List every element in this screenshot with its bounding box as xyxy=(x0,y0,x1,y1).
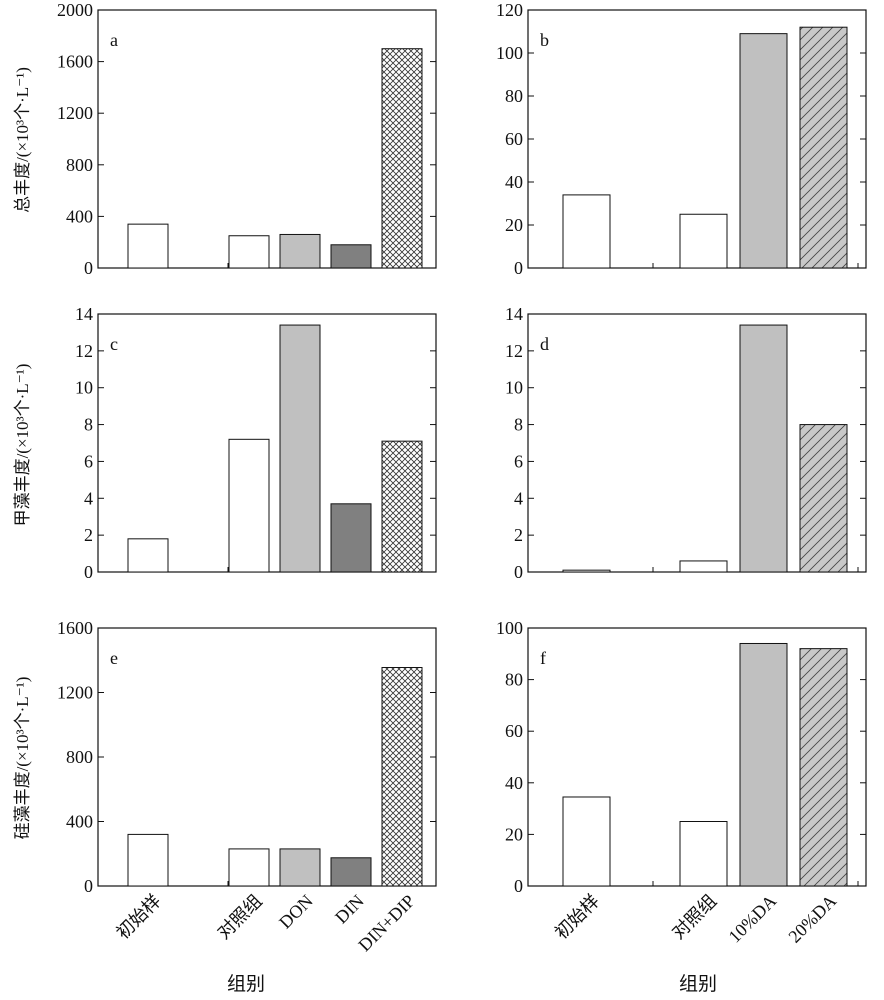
y-tick-label-c: 10 xyxy=(75,378,93,398)
x-tick-label-e: DIN xyxy=(331,891,368,928)
bar-d-1 xyxy=(679,560,728,573)
bar-d-2 xyxy=(739,324,788,573)
bar-e-4 xyxy=(381,667,423,887)
panel-label-a: a xyxy=(110,30,118,50)
y-tick-label-a: 2000 xyxy=(57,0,93,20)
x-tick-label-e: 对照组 xyxy=(214,891,266,943)
bar-e-2 xyxy=(279,848,321,887)
y-tick-label-b: 0 xyxy=(514,258,523,278)
y-tick-label-c: 2 xyxy=(84,525,93,545)
y-tick-label-d: 4 xyxy=(514,488,523,508)
x-tick-label-e: 初始样 xyxy=(113,891,165,943)
bar-a-4 xyxy=(381,48,423,269)
y-tick-label-f: 40 xyxy=(505,773,523,793)
bar-d-0 xyxy=(562,569,611,573)
y-tick-label-d: 12 xyxy=(505,341,523,361)
y-tick-label-b: 120 xyxy=(496,0,523,20)
y-tick-label-c: 14 xyxy=(75,304,93,324)
y-tick-label-d: 0 xyxy=(514,562,523,582)
bar-e-0 xyxy=(127,833,169,887)
y-axis-label-row3: 硅藻丰度/(×10³个·L⁻¹) xyxy=(13,677,32,840)
y-tick-label-d: 10 xyxy=(505,378,523,398)
y-tick-label-c: 0 xyxy=(84,562,93,582)
panel-label-e: e xyxy=(110,648,118,668)
bar-c-4 xyxy=(381,440,423,573)
bar-a-1 xyxy=(228,235,270,269)
y-tick-label-e: 0 xyxy=(84,876,93,896)
panel-label-f: f xyxy=(540,648,546,668)
bar-c-2 xyxy=(279,324,321,573)
bar-c-0 xyxy=(127,538,169,573)
y-tick-label-a: 400 xyxy=(66,206,93,226)
bar-b-1 xyxy=(679,213,728,269)
y-axis-label-row2: 甲藻丰度/(×10³个·L⁻¹) xyxy=(13,364,32,527)
y-tick-label-c: 6 xyxy=(84,451,93,471)
x-tick-label-f: 初始样 xyxy=(551,891,603,943)
bar-b-0 xyxy=(562,194,611,269)
y-tick-label-d: 14 xyxy=(505,304,523,324)
y-tick-label-e: 1200 xyxy=(57,683,93,703)
bar-f-3 xyxy=(799,648,848,887)
bar-a-3 xyxy=(330,244,372,269)
y-tick-label-f: 100 xyxy=(496,618,523,638)
y-tick-label-f: 20 xyxy=(505,824,523,844)
x-tick-label-f: 20%DA xyxy=(784,891,840,947)
y-tick-label-f: 60 xyxy=(505,721,523,741)
y-tick-label-a: 800 xyxy=(66,155,93,175)
bar-c-1 xyxy=(228,438,270,573)
y-tick-label-e: 400 xyxy=(66,812,93,832)
panel-label-b: b xyxy=(540,30,549,50)
x-tick-label-e: DON xyxy=(275,891,317,933)
y-axis-label-row1: 总丰度/(×10³个·L⁻¹) xyxy=(13,67,32,213)
y-tick-label-d: 6 xyxy=(514,451,523,471)
y-tick-label-f: 80 xyxy=(505,670,523,690)
bar-c-3 xyxy=(330,503,372,573)
bar-a-2 xyxy=(279,233,321,269)
x-tick-label-e: DIN+DIP xyxy=(354,891,418,955)
y-tick-label-c: 4 xyxy=(84,488,93,508)
y-tick-label-e: 1600 xyxy=(57,618,93,638)
y-tick-label-a: 1600 xyxy=(57,52,93,72)
panel-label-d: d xyxy=(540,334,549,354)
y-tick-label-a: 0 xyxy=(84,258,93,278)
bar-d-3 xyxy=(799,424,848,573)
y-tick-label-e: 800 xyxy=(66,747,93,767)
bar-f-0 xyxy=(562,796,611,887)
y-tick-label-b: 100 xyxy=(496,43,523,63)
panel-label-c: c xyxy=(110,334,118,354)
x-tick-label-f: 10%DA xyxy=(724,891,780,947)
bar-b-2 xyxy=(739,33,788,269)
bar-f-2 xyxy=(739,642,788,887)
y-tick-label-f: 0 xyxy=(514,876,523,896)
bar-e-1 xyxy=(228,848,270,887)
x-axis-label-right: 组别 xyxy=(679,973,717,995)
y-tick-label-c: 12 xyxy=(75,341,93,361)
y-tick-label-d: 2 xyxy=(514,525,523,545)
y-tick-label-b: 60 xyxy=(505,129,523,149)
bar-b-3 xyxy=(799,26,848,269)
y-tick-label-b: 40 xyxy=(505,172,523,192)
x-axis-label-left: 组别 xyxy=(227,973,265,995)
y-tick-label-b: 80 xyxy=(505,86,523,106)
y-tick-label-d: 8 xyxy=(514,415,523,435)
y-tick-label-b: 20 xyxy=(505,215,523,235)
bar-f-1 xyxy=(679,821,728,887)
y-tick-label-a: 1200 xyxy=(57,103,93,123)
y-tick-label-c: 8 xyxy=(84,415,93,435)
bar-e-3 xyxy=(330,857,372,887)
x-tick-label-f: 对照组 xyxy=(668,891,720,943)
bar-a-0 xyxy=(127,223,169,269)
